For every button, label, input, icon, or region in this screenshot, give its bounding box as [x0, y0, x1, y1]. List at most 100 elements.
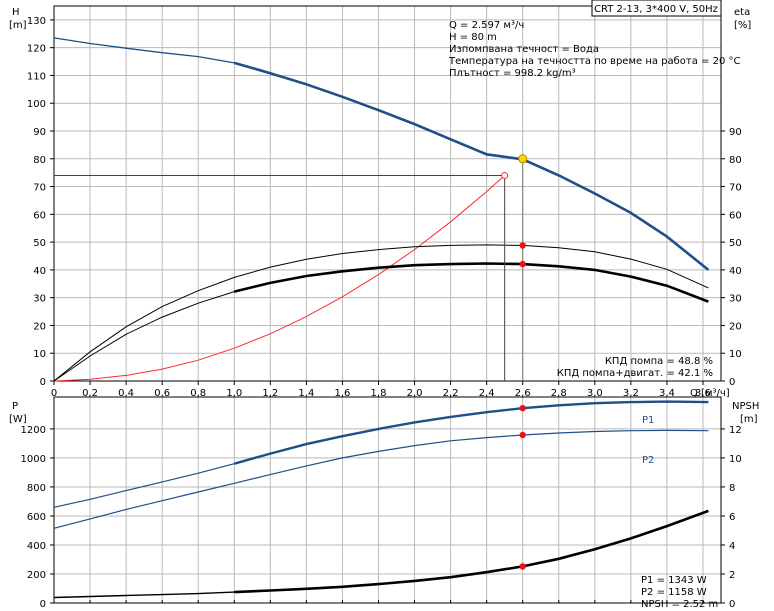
- y-tick-label: 10: [33, 349, 46, 360]
- x-tick-label: 2,2: [443, 388, 459, 399]
- x-tick-label: 2,8: [551, 388, 567, 399]
- y-tick-label: 120: [27, 44, 46, 55]
- y2-tick-label: 60: [729, 210, 742, 221]
- y2-tick-label: 50: [729, 238, 742, 249]
- x-tick-label: 0: [51, 388, 57, 399]
- bottom-y2-tick-label: 4: [729, 541, 735, 552]
- bottom-y2-tick-label: 0: [729, 599, 735, 610]
- p2-series-label: P2: [642, 455, 654, 466]
- y-tick-label: 40: [33, 266, 46, 277]
- info-line: Изпомпвана течност = Вода: [449, 44, 599, 55]
- x-tick-label: 1,8: [371, 388, 387, 399]
- y-tick-label: 100: [27, 99, 46, 110]
- power-readout: P1 = 1343 W: [641, 575, 707, 586]
- npsh-curve: [234, 509, 709, 594]
- info-line: Плътност = 998.2 kg/m³: [449, 68, 576, 79]
- x-tick-label: 1,0: [226, 388, 242, 399]
- bottom-plot-frame: [53, 396, 722, 604]
- y-tick-label: 80: [33, 155, 46, 166]
- power-readout: NPSH = 2.52 m: [641, 599, 718, 610]
- bottom-y-axis-unit: [W]: [9, 414, 27, 425]
- y-axis-unit: [m]: [9, 20, 27, 31]
- y-tick-label: 130: [27, 16, 46, 27]
- x-tick-label: 1,2: [262, 388, 278, 399]
- x-tick-label: 3,4: [659, 388, 675, 399]
- efficiency-readout: КПД помпа+двигат. = 42.1 %: [557, 368, 713, 379]
- chart-title: CRT 2-13, 3*400 V, 50Hz: [594, 4, 718, 15]
- efficiency-readout: КПД помпа = 48.8 %: [605, 356, 713, 367]
- x-tick-label: 1,6: [334, 388, 350, 399]
- P1-point-marker: [519, 404, 526, 412]
- bottom-y2-tick-label: 6: [729, 512, 735, 523]
- bottom-y2-tick-label: 2: [729, 570, 735, 581]
- y2-tick-label: 70: [729, 183, 742, 194]
- bottom-y-tick-label: 200: [27, 570, 46, 581]
- y2-tick-label: 10: [729, 349, 742, 360]
- bottom-y-tick-label: 400: [27, 541, 46, 552]
- total-efficiency-curve-thin: [53, 291, 235, 382]
- eta-total-point-marker: [519, 260, 526, 268]
- P2-point-marker: [519, 431, 526, 439]
- p1-curve: [233, 400, 709, 465]
- bottom-y2-tick-label: 12: [729, 425, 742, 436]
- y2-axis-unit: [%]: [734, 20, 751, 31]
- bottom-y-tick-label: 800: [27, 483, 46, 494]
- bottom-y-tick-label: 600: [27, 512, 46, 523]
- bottom-y2-tick-label: 10: [729, 454, 742, 465]
- x-tick-label: 0,8: [190, 388, 206, 399]
- bottom-y-tick-label: 0: [40, 599, 46, 610]
- duty-point-marker: [518, 154, 528, 164]
- system-curve: [53, 175, 506, 382]
- x-tick-label: 3,0: [587, 388, 603, 399]
- y2-tick-label: 80: [729, 155, 742, 166]
- x-tick-label: 2,4: [479, 388, 495, 399]
- x-tick-label: 3,2: [623, 388, 639, 399]
- bottom-y-axis-label: P: [12, 401, 18, 412]
- y2-tick-label: 90: [729, 127, 742, 138]
- y-tick-label: 30: [33, 294, 46, 305]
- x-tick-label: 1,4: [298, 388, 314, 399]
- y-tick-label: 90: [33, 127, 46, 138]
- y-tick-label: 60: [33, 210, 46, 221]
- top-plot-frame: [53, 5, 722, 382]
- y2-tick-label: 20: [729, 321, 742, 332]
- bottom-y-tick-label: 1200: [21, 425, 46, 436]
- head-curve: [233, 61, 710, 271]
- y-tick-label: 70: [33, 183, 46, 194]
- y-tick-label: 50: [33, 238, 46, 249]
- x-tick-label: 2,6: [515, 388, 531, 399]
- system-end-marker: [501, 171, 509, 179]
- y-axis-label: H: [12, 7, 20, 18]
- head-curve-thin: [53, 37, 235, 64]
- x-tick-label: 0,6: [154, 388, 170, 399]
- total-efficiency-curve: [233, 262, 709, 303]
- power-readout: P2 = 1158 W: [641, 587, 707, 598]
- info-line: H = 80 m: [449, 32, 497, 43]
- y-tick-label: 20: [33, 321, 46, 332]
- chart-title-box: [591, 0, 722, 17]
- info-line: Температура на течността по време на раб…: [448, 56, 741, 67]
- x-axis-label: Q [м³/ч]: [690, 388, 730, 399]
- y-tick-label: 110: [27, 71, 46, 82]
- p1-curve-thin: [53, 463, 235, 508]
- bottom-y2-axis-label: NPSH: [732, 401, 759, 412]
- y2-axis-label: eta: [734, 7, 750, 18]
- y-tick-label: 0: [40, 377, 46, 388]
- x-tick-label: 0,2: [82, 388, 98, 399]
- NPSH-point-marker: [519, 563, 526, 570]
- y2-tick-label: 40: [729, 266, 742, 277]
- y2-tick-label: 30: [729, 294, 742, 305]
- p1-series-label: P1: [642, 415, 654, 426]
- x-tick-label: 0,4: [118, 388, 134, 399]
- bottom-y2-tick-label: 8: [729, 483, 735, 494]
- eta-pump-point-marker: [519, 242, 526, 249]
- x-tick-label: 2,0: [407, 388, 423, 399]
- npsh-curve-thin: [53, 591, 235, 599]
- bottom-y-tick-label: 1000: [21, 454, 46, 465]
- x-tick-label: 3,6: [695, 388, 711, 399]
- y2-tick-label: 0: [729, 377, 735, 388]
- info-line: Q = 2.597 м³/ч: [449, 20, 524, 31]
- pump-efficiency-curve: [53, 244, 709, 382]
- bottom-y2-axis-unit: [m]: [740, 414, 758, 425]
